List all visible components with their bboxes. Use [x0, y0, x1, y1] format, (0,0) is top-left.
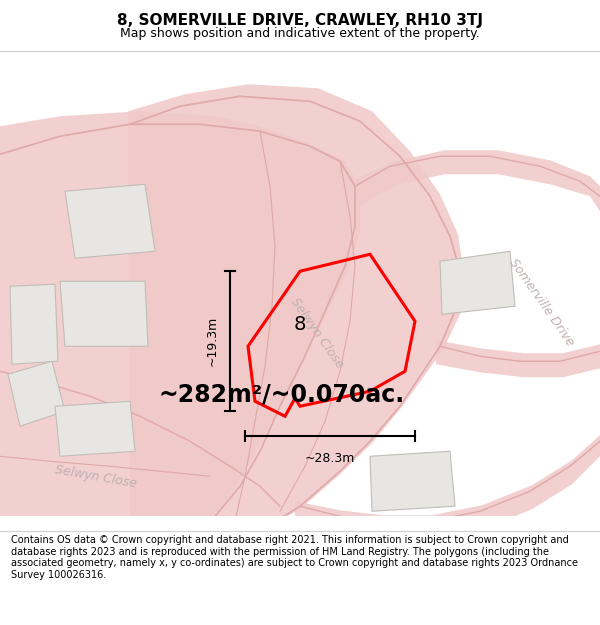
Polygon shape	[295, 435, 600, 539]
Polygon shape	[60, 281, 148, 346]
Polygon shape	[65, 184, 155, 258]
Text: Selwyn Close: Selwyn Close	[288, 296, 346, 371]
Polygon shape	[0, 111, 360, 521]
Text: Selwyn Close: Selwyn Close	[54, 463, 138, 490]
Polygon shape	[128, 84, 464, 566]
Text: Map shows position and indicative extent of the property.: Map shows position and indicative extent…	[120, 27, 480, 40]
Polygon shape	[370, 451, 455, 511]
Polygon shape	[440, 251, 515, 314]
Polygon shape	[8, 361, 65, 426]
Text: ~19.3m: ~19.3m	[205, 316, 218, 366]
Text: ~282m²/~0.070ac.: ~282m²/~0.070ac.	[159, 382, 405, 407]
Polygon shape	[436, 340, 600, 377]
Text: Somerville Drive: Somerville Drive	[507, 256, 577, 348]
Text: 8: 8	[294, 316, 306, 334]
Text: ~28.3m: ~28.3m	[305, 452, 355, 465]
Polygon shape	[10, 284, 58, 364]
Text: Contains OS data © Crown copyright and database right 2021. This information is : Contains OS data © Crown copyright and d…	[11, 535, 578, 580]
Text: 8, SOMERVILLE DRIVE, CRAWLEY, RH10 3TJ: 8, SOMERVILLE DRIVE, CRAWLEY, RH10 3TJ	[117, 12, 483, 28]
Polygon shape	[55, 401, 135, 456]
Polygon shape	[352, 150, 600, 211]
